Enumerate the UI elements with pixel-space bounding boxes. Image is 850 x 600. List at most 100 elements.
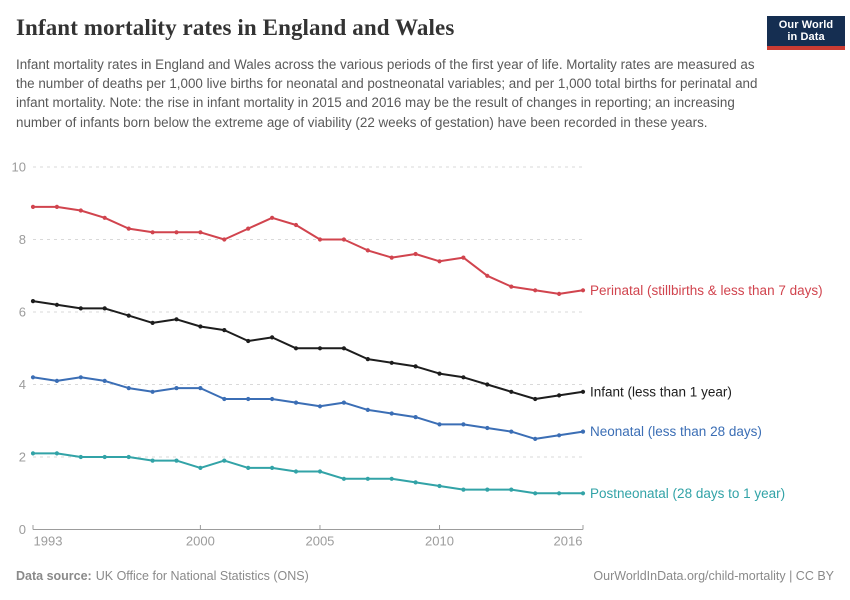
series-point-2-2004 (293, 400, 299, 405)
series-point-2-2006 (341, 400, 346, 405)
series-point-3-2007 (365, 476, 370, 481)
series-point-1-2007 (365, 357, 370, 362)
series-point-3-2014 (533, 491, 538, 496)
series-point-0-2015 (557, 291, 562, 296)
y-tick-label-6: 6 (19, 305, 26, 320)
series-point-0-2008 (389, 255, 394, 260)
series-point-2-1998 (150, 389, 155, 394)
series-point-2-2010 (437, 422, 442, 427)
series-point-3-2005 (317, 469, 323, 474)
series-point-3-2016 (580, 491, 586, 496)
x-tick-label-2000: 2000 (186, 534, 215, 549)
series-point-3-2001 (222, 458, 227, 463)
series-point-3-1998 (150, 458, 155, 463)
series-point-0-2001 (222, 237, 227, 242)
series-point-2-2014 (533, 436, 538, 441)
series-point-2-2016 (580, 429, 586, 434)
series-point-1-2013 (509, 389, 514, 394)
series-label-3: Postneonatal (28 days to 1 year) (590, 486, 785, 501)
series-point-2-2013 (509, 429, 514, 434)
y-tick-label-8: 8 (19, 232, 26, 247)
series-point-0-2013 (509, 284, 514, 289)
owid-logo[interactable]: Our World in Data (767, 16, 845, 50)
series-point-0-2006 (341, 237, 346, 242)
series-point-3-2000 (198, 465, 203, 470)
series-point-0-2007 (365, 248, 370, 253)
x-tick-label-2016: 2016 (554, 534, 583, 549)
owid-logo-line1: Our World (778, 18, 834, 31)
series-point-2-2011 (461, 422, 466, 427)
series-point-1-1994 (54, 302, 60, 307)
series-point-3-2004 (293, 469, 299, 474)
series-point-0-2005 (317, 237, 323, 242)
series-point-3-1999 (174, 458, 179, 463)
series-point-2-2002 (246, 396, 251, 402)
series-point-2-2015 (557, 433, 562, 438)
series-point-3-1996 (102, 454, 107, 460)
series-point-0-2016 (580, 288, 586, 293)
series-point-1-2008 (389, 360, 394, 365)
x-tick-label-2005: 2005 (305, 534, 334, 549)
chart-subtitle: Infant mortality rates in England and Wa… (16, 57, 758, 130)
series-point-0-1997 (126, 226, 131, 231)
x-tick-label-1993: 1993 (34, 534, 63, 549)
series-point-1-2015 (557, 393, 562, 398)
series-point-2-2000 (198, 386, 203, 391)
series-point-1-2010 (437, 371, 442, 376)
series-point-1-2006 (341, 346, 346, 351)
x-tick-label-2010: 2010 (425, 534, 454, 549)
series-line-1 (32, 300, 584, 400)
series-point-0-1994 (54, 204, 60, 209)
series-point-0-1996 (102, 215, 107, 220)
series-point-0-2003 (270, 215, 275, 220)
series-point-0-2002 (246, 226, 251, 231)
series-label-0: Perinatal (stillbirths & less than 7 day… (590, 283, 823, 298)
series-point-3-2003 (270, 465, 275, 470)
series-point-3-1997 (126, 454, 131, 460)
series-point-2-2005 (317, 404, 323, 409)
series-point-1-1995 (78, 306, 83, 311)
owid-logo-stripe (767, 46, 845, 50)
series-point-3-2008 (389, 476, 394, 481)
series-point-3-2013 (509, 487, 514, 492)
series-point-2-2012 (485, 425, 490, 431)
series-point-0-1993 (30, 204, 36, 209)
chart-footer: Data source: UK Office for National Stati… (16, 569, 834, 583)
series-point-2-1997 (126, 386, 131, 391)
series-point-0-2009 (413, 251, 418, 257)
series-point-1-2012 (485, 382, 490, 387)
series-point-3-2012 (485, 487, 490, 492)
series-point-1-2000 (198, 324, 203, 329)
y-tick-label-4: 4 (19, 377, 26, 392)
series-line-2 (32, 376, 584, 440)
series-point-0-2014 (533, 288, 538, 293)
series-point-0-2004 (293, 222, 299, 228)
series-point-1-2011 (461, 375, 466, 380)
series-point-2-1993 (30, 375, 36, 380)
series-point-1-2001 (222, 328, 227, 333)
series-point-1-2014 (533, 396, 538, 402)
series-point-2-2003 (270, 396, 275, 402)
y-tick-label-10: 10 (12, 160, 26, 175)
data-source-text: UK Office for National Statistics (ONS) (95, 569, 309, 583)
owid-logo-box: Our World in Data (767, 16, 845, 46)
series-point-1-2003 (270, 335, 275, 340)
series-point-3-2006 (341, 476, 346, 481)
series-point-3-1995 (78, 454, 83, 460)
series-point-3-1993 (30, 451, 36, 456)
series-point-1-1997 (126, 313, 131, 318)
series-label-2: Neonatal (less than 28 days) (590, 424, 762, 439)
series-point-2-2008 (389, 411, 394, 416)
series-point-2-2007 (365, 407, 370, 412)
series-point-0-2000 (198, 230, 203, 235)
data-source: Data source: UK Office for National Stati… (16, 569, 309, 583)
owid-logo-line2: in Data (787, 31, 825, 43)
series-point-2-2001 (222, 396, 227, 402)
series-line-0 (33, 205, 584, 295)
series-point-3-2009 (413, 480, 418, 485)
credit-link[interactable]: OurWorldInData.org/child-mortality | CC … (593, 569, 834, 583)
y-tick-label-0: 0 (19, 522, 26, 537)
series-point-1-2004 (293, 346, 299, 351)
series-point-2-1996 (102, 378, 107, 383)
